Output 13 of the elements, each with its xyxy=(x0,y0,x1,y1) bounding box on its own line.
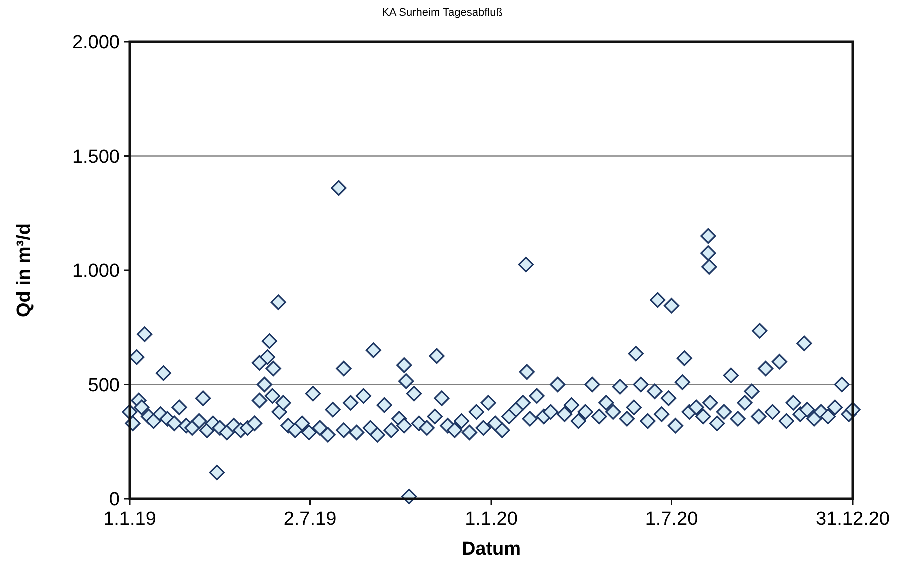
chart-title: KA Surheim Tagesabfluß xyxy=(382,7,504,19)
y-tick-label: 1.500 xyxy=(72,146,120,168)
x-tick-label: 1.1.19 xyxy=(104,509,156,530)
x-tick-label: 31.12.20 xyxy=(816,509,890,530)
x-axis-title: Datum xyxy=(462,539,522,560)
x-tick-label: 1.7.20 xyxy=(645,509,698,530)
y-tick-label: 2.000 xyxy=(72,32,120,54)
y-tick-label: 500 xyxy=(88,375,120,396)
y-tick-label: 0 xyxy=(109,490,120,511)
y-axis-title: Qd in m³/d xyxy=(14,224,35,318)
x-tick-label: 2.7.19 xyxy=(284,509,337,530)
x-tick-label: 1.1.20 xyxy=(465,509,518,530)
y-tick-label: 1.000 xyxy=(72,261,120,282)
